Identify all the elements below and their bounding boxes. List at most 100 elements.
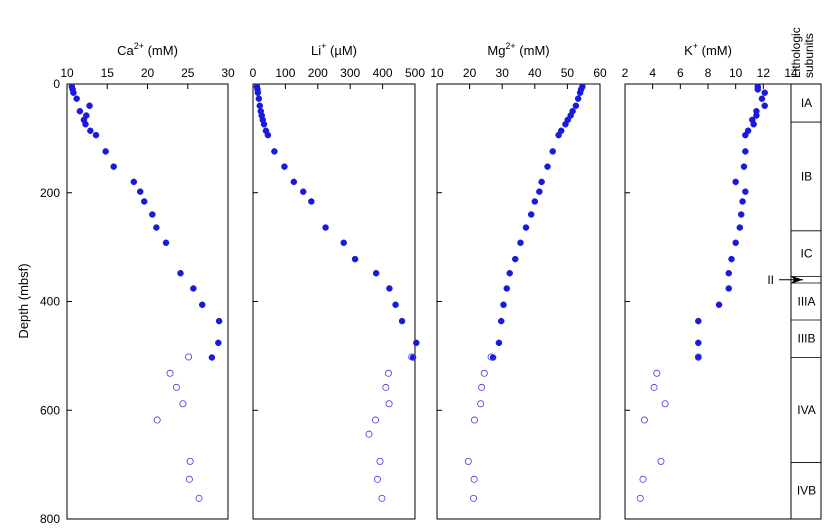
x-tick-label: 10	[430, 66, 444, 80]
panel-li: Li+ (µM) 0 100 200 300 400 500	[250, 41, 425, 520]
data-point-filled	[290, 178, 298, 186]
panel-frame	[624, 83, 792, 520]
unit-label: IC	[801, 247, 813, 261]
x-tick-label: 200	[308, 66, 328, 80]
x-tick-label: 50	[561, 66, 575, 80]
data-point-open	[653, 369, 661, 377]
data-point-filled	[754, 86, 762, 93]
panel-title-unit: (mM)	[144, 43, 178, 58]
data-point-filled	[732, 239, 739, 247]
data-point-open	[470, 494, 478, 502]
lithology-frame	[790, 83, 822, 520]
data-point-filled	[549, 148, 556, 155]
data-point-open	[650, 383, 658, 391]
data-point-open	[661, 400, 669, 408]
data-point-filled	[141, 198, 148, 205]
lithology-header-line: subunits	[802, 33, 816, 78]
x-tick-label: 2	[622, 66, 629, 80]
unit-label: IA	[801, 96, 812, 110]
data-point-filled	[308, 198, 315, 205]
data-point-filled	[574, 95, 582, 102]
data-point-filled	[70, 89, 77, 96]
panel-title: Li+ (µM)	[311, 41, 357, 58]
data-point-filled	[82, 120, 89, 128]
panel-title: Ca2+ (mM)	[117, 41, 178, 58]
y-axis-label: Depth (mbsf)	[16, 263, 31, 338]
data-point-open	[640, 416, 648, 424]
data-point-open	[694, 353, 702, 361]
data-point-filled	[737, 211, 745, 218]
x-tick-label: 300	[340, 66, 360, 80]
data-point-filled	[753, 112, 760, 119]
panel-title-unit: (mM)	[698, 43, 732, 58]
data-point-filled	[256, 102, 264, 109]
data-point-filled	[695, 317, 702, 325]
data-point-filled	[76, 107, 84, 115]
data-point-open	[464, 457, 472, 465]
data-point-filled	[110, 163, 117, 170]
data-point-filled	[340, 239, 347, 247]
panel-title-superscript: 2+	[134, 41, 144, 51]
data-point-filled	[555, 131, 562, 139]
panel-title-base: Mg	[487, 43, 505, 58]
x-tick-label: 400	[373, 66, 393, 80]
data-point-filled	[742, 148, 749, 155]
data-point-filled	[527, 211, 535, 218]
data-point-open	[373, 475, 381, 483]
data-point-filled	[177, 269, 184, 277]
y-tick-label: 800	[40, 512, 60, 526]
data-point-filled	[725, 285, 732, 292]
x-tick-label: 10	[729, 66, 743, 80]
data-point-filled	[215, 317, 223, 325]
data-point-filled	[254, 89, 262, 96]
data-point-filled	[495, 339, 503, 347]
arrow-icon	[791, 275, 803, 284]
data-point-open	[166, 369, 174, 377]
data-point-filled	[413, 339, 420, 347]
panel-frame	[66, 83, 229, 520]
data-point-filled	[255, 95, 263, 102]
data-point-open	[477, 400, 485, 408]
data-point-open	[639, 475, 647, 483]
data-point-filled	[392, 301, 399, 309]
data-point-filled	[732, 178, 739, 186]
data-point-filled	[503, 285, 511, 292]
data-point-filled	[531, 198, 539, 205]
data-point-filled	[299, 188, 307, 195]
x-tick-label: 20	[463, 66, 477, 80]
y-tick-label: 200	[40, 186, 60, 200]
data-point-filled	[264, 131, 272, 139]
data-point-open	[657, 457, 665, 465]
data-point-filled	[190, 285, 197, 292]
x-tick-label: 12	[757, 66, 771, 80]
unit-label: IIIB	[797, 332, 815, 346]
data-point-filled	[576, 89, 584, 96]
data-point-open	[382, 383, 390, 391]
data-point-filled	[281, 163, 288, 170]
data-point-filled	[271, 148, 278, 155]
data-point-open	[376, 457, 384, 465]
data-point-filled	[572, 102, 580, 109]
panel-title-unit: (µM)	[326, 43, 357, 58]
data-point-open	[384, 369, 392, 377]
y-tick-label: 600	[40, 403, 60, 417]
data-point-filled	[728, 255, 735, 263]
data-point-filled	[715, 301, 723, 309]
data-point-open	[378, 494, 386, 502]
x-tick-label: 100	[275, 66, 295, 80]
data-point-filled	[153, 224, 160, 231]
data-point-filled	[742, 188, 749, 195]
x-tick-label: 25	[181, 66, 195, 80]
data-point-open	[186, 457, 194, 465]
data-point-filled	[758, 95, 766, 102]
data-point-filled	[538, 178, 545, 186]
data-point-filled	[562, 120, 569, 128]
data-point-open	[385, 400, 393, 408]
data-point-open	[179, 400, 187, 408]
x-tick-label: 500	[405, 66, 425, 80]
x-tick-label: 20	[141, 66, 155, 80]
panel-title-base: Ca	[117, 43, 134, 58]
x-tick-label: 14	[784, 66, 798, 80]
panel-title-superscript: +	[693, 41, 698, 51]
